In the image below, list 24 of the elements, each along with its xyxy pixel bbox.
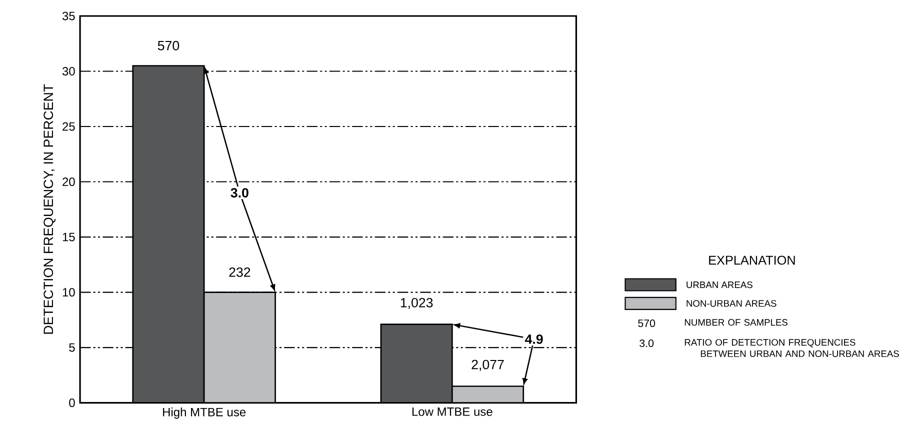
y-tick-label: 20 bbox=[62, 177, 75, 186]
text: NON-URBAN AREAS bbox=[686, 300, 776, 307]
text: 3.0 bbox=[640, 339, 654, 347]
y-tick-label: 15 bbox=[62, 232, 75, 241]
y-tick-label: 0 bbox=[69, 398, 75, 407]
y-axis-title: DETECTION FREQUENCY, IN PERCENT bbox=[44, 84, 56, 334]
y-tick-label: 25 bbox=[62, 122, 75, 131]
annotation: 3.0 bbox=[230, 188, 248, 198]
y-tick-label: 35 bbox=[62, 12, 75, 20]
text: NUMBER OF SAMPLES bbox=[684, 318, 788, 326]
annotation: 4.9 bbox=[524, 334, 543, 344]
x-tick-label: Low MTBE use bbox=[412, 407, 492, 416]
annotation: 232 bbox=[229, 267, 250, 277]
legend-title: EXPLANATION bbox=[709, 256, 795, 264]
annotation: 1,023 bbox=[400, 298, 433, 309]
y-tick-label: 5 bbox=[69, 343, 75, 352]
y-tick-label: 10 bbox=[62, 288, 75, 296]
text: URBAN AREAS bbox=[686, 281, 752, 288]
annotation: 570 bbox=[158, 40, 180, 50]
text: 570 bbox=[638, 319, 656, 327]
x-tick-label: High MTBE use bbox=[163, 407, 246, 418]
annotation: 2,077 bbox=[472, 360, 504, 371]
text: RATIO OF DETECTION FREQUENCIES BETWEEN URBAN AND NON-URBAN AREAS bbox=[684, 338, 899, 357]
y-tick-label: 30 bbox=[62, 66, 75, 76]
